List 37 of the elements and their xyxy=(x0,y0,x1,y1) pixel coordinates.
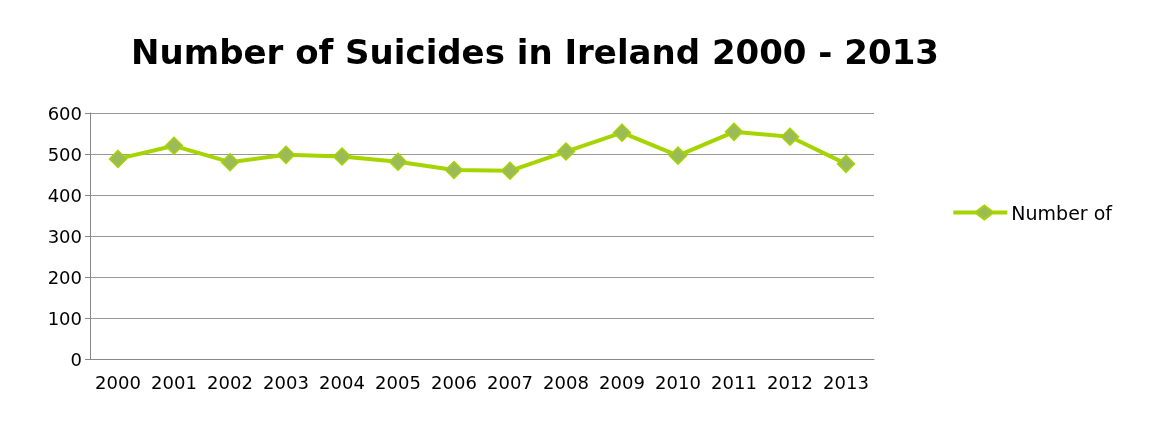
point xyxy=(780,127,800,147)
y-tick-label: 400 xyxy=(47,184,82,206)
point xyxy=(388,152,408,172)
point xyxy=(444,160,464,180)
legend-label: Number of xyxy=(1011,201,1114,224)
x-tick-label: 2008 xyxy=(543,371,589,393)
point xyxy=(164,136,184,156)
point xyxy=(332,147,352,166)
point xyxy=(220,152,240,172)
point xyxy=(108,149,128,169)
x-tick-label: 2011 xyxy=(711,371,757,393)
point xyxy=(724,122,744,142)
x-tick-label: 2003 xyxy=(263,371,309,393)
y-tick-label: 600 xyxy=(47,102,82,124)
y-tick-label: 300 xyxy=(47,225,82,247)
x-tick-label: 2012 xyxy=(767,371,813,393)
x-tick-label: 2009 xyxy=(599,371,645,393)
x-tick-label: 2013 xyxy=(823,371,869,393)
x-tick-label: 2004 xyxy=(319,371,365,393)
x-tick-label: 2000 xyxy=(95,371,141,393)
x-tick-label: 2002 xyxy=(207,371,253,393)
point xyxy=(668,146,688,165)
point xyxy=(612,123,632,142)
x-tick-label: 2010 xyxy=(655,371,701,393)
y-tick-label: 200 xyxy=(47,266,82,288)
chart-title: Number of Suicides in Ireland 2000 - 2013 xyxy=(131,32,939,72)
point xyxy=(836,154,856,174)
x-tick-label: 2007 xyxy=(487,371,533,393)
y-tick-label: 500 xyxy=(47,143,82,165)
x-tick-label: 2005 xyxy=(375,371,421,393)
point xyxy=(556,142,576,161)
x-tick-label: 2001 xyxy=(151,371,197,393)
y-tick-label: 0 xyxy=(70,348,82,370)
x-tick-label: 2006 xyxy=(431,371,477,393)
y-tick-label: 100 xyxy=(47,307,82,329)
point xyxy=(500,161,520,181)
point xyxy=(276,145,296,165)
